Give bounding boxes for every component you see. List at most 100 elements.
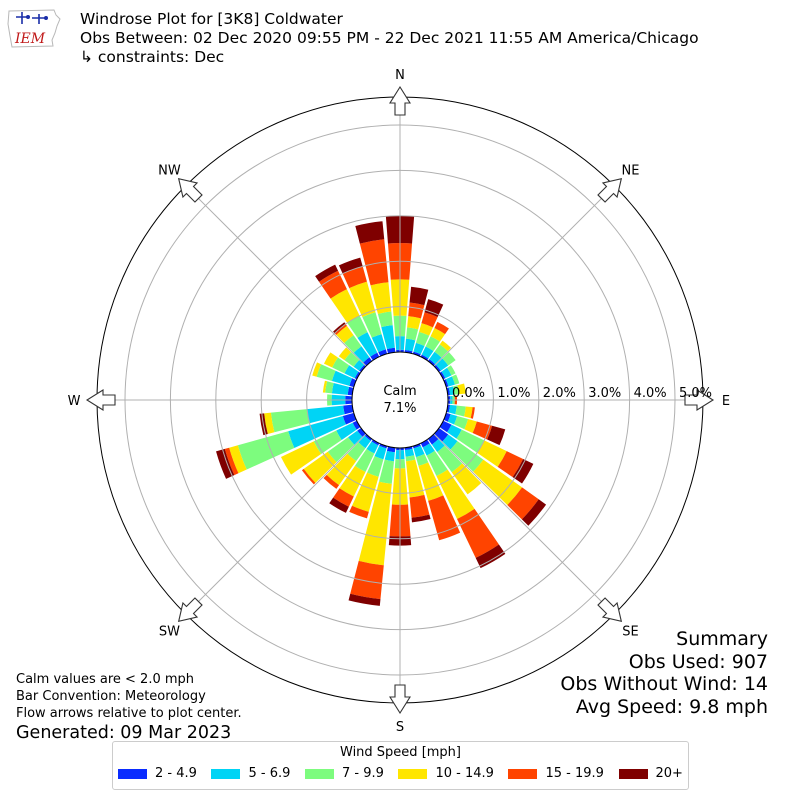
windrose-bar-segment [439, 340, 452, 352]
windrose-bar-segment [371, 334, 386, 353]
windrose-bar-segment [349, 378, 357, 388]
obs-without-wind: Obs Without Wind: 14 [560, 673, 768, 695]
windrose-bar-segment [434, 364, 441, 373]
windrose-bar-segment [353, 346, 370, 363]
legend-swatch [118, 768, 147, 779]
windrose-bar-segment [264, 412, 275, 434]
windrose-bar-segment [229, 445, 247, 474]
windrose-bar-segment [342, 266, 367, 289]
notes-block: Calm values are < 2.0 mph Bar Convention… [16, 671, 242, 744]
direction-label-se: SE [622, 625, 638, 640]
windrose-bar-segment [370, 282, 392, 314]
windrose-bar-segment [336, 422, 357, 440]
direction-arrow-icon [177, 177, 203, 203]
legend-title: Wind Speed [mph] [340, 745, 461, 760]
windrose-bar-segment [379, 459, 394, 484]
windrose-bar-segment [451, 463, 482, 495]
windrose-bar-segment [473, 459, 523, 506]
iem-logo: IEM [6, 6, 62, 50]
windrose-bar-segment [411, 514, 431, 523]
windrose-bar-segment [325, 381, 334, 394]
constraints-line: ↳ constraints: Dec [80, 48, 225, 66]
windrose-bar-segment [342, 412, 357, 425]
windrose-bar-segment [378, 349, 388, 357]
legend-swatch [211, 768, 241, 779]
direction-arrow-icon [177, 597, 203, 623]
windrose-bar-segment [413, 342, 425, 355]
windrose-bar-segment [430, 328, 446, 342]
windrose-bar-segment [323, 474, 340, 489]
calm-label: Calm [383, 384, 416, 399]
windrose-bar-segment [421, 346, 434, 359]
legend-items: 2 - 4.9 5 - 6.9 7 - 9.9 10 - 14.9 15 - 19.9 2… [113, 760, 688, 781]
windrose-bar-segment [366, 441, 379, 454]
windrose-bar-segment [323, 352, 338, 368]
windrose-bar-segment [355, 221, 385, 244]
windrose-bar-segment [350, 560, 384, 600]
radial-tick-label: 0.0% [452, 386, 485, 401]
legend-item: 7 - 9.9 [304, 766, 384, 781]
windrose-bar-segment [407, 316, 421, 330]
windrose-bar-segment [434, 344, 448, 358]
windrose-bar-segment [358, 481, 392, 566]
windrose-bar-segment [455, 405, 466, 417]
direction-label-ne: NE [622, 163, 640, 178]
windrose-bar-segment [371, 439, 380, 446]
windrose-bar-segment [497, 451, 524, 478]
windrose-bar-segment [307, 405, 345, 424]
windrose-bar-segment [344, 365, 359, 379]
windrose-bar-segment [409, 286, 429, 306]
windrose-bar-segment [464, 419, 477, 433]
direction-label-w: W [68, 394, 81, 409]
windrose-bar-segment [280, 441, 322, 475]
calm-note: Calm values are < 2.0 mph [16, 672, 195, 687]
windrose-bar-segment [436, 469, 475, 520]
windrose-bar-segment [347, 442, 366, 462]
windrose-bar-segment [412, 351, 421, 357]
legend-label: 20+ [655, 766, 683, 781]
windrose-bar-segment [352, 472, 379, 512]
windrose-bar-segment [431, 439, 445, 452]
windrose-bar-segment [404, 446, 413, 451]
windrose-bar-segment [334, 324, 347, 335]
direction-arrow-icon [389, 85, 411, 116]
legend-label: 10 - 14.9 [435, 766, 494, 781]
iowa-map-logo: IEM [7, 9, 61, 48]
windrose-bar-segment [333, 488, 354, 507]
windrose-bar-segment [352, 420, 361, 430]
legend-label: 5 - 6.9 [248, 766, 291, 781]
windrose-bar-segment [451, 374, 460, 385]
windrose-bar-segment [512, 458, 534, 484]
windrose-bar-segment [422, 443, 435, 456]
windrose-bar-segment [427, 359, 436, 366]
windrose-bar-segment [443, 379, 449, 388]
direction-arrow-icon [684, 389, 715, 411]
windrose-bar-segment [415, 454, 429, 466]
windrose-bar-segment [357, 332, 378, 357]
windrose-bar-segment [358, 435, 371, 449]
windrose-bar-segment [443, 412, 451, 422]
windrose-bar-segment [315, 264, 339, 282]
windrose-bar-segment [413, 445, 425, 458]
title-block: Windrose Plot for [3K8] Coldwater Obs Be… [80, 10, 699, 67]
summary-title: Summary [676, 628, 768, 650]
windrose-bar-segment [475, 544, 506, 569]
legend-item: 10 - 14.9 [398, 766, 494, 781]
legend-swatch [398, 768, 428, 779]
windrose-bar-segment [384, 450, 395, 462]
windrose-bar-segment [338, 257, 363, 274]
windrose-bar-segment [359, 239, 389, 286]
windrose-bar-segment [288, 415, 346, 448]
grid-spoke [185, 185, 367, 367]
windrose-bar-segment [316, 364, 336, 381]
windrose-bar-segment [427, 434, 439, 445]
avg-speed: Avg Speed: 9.8 mph [575, 695, 768, 718]
windrose-bar-segment [338, 347, 352, 361]
windrose-bar-segment [354, 371, 361, 380]
windrose-bar-segment [442, 352, 456, 366]
windrose-bar-segment [420, 354, 429, 361]
windrose-bar-segment [405, 455, 416, 462]
observation-range: Obs Between: 02 Dec 2020 09:55 PM - 22 D… [80, 29, 699, 47]
calm-circle [351, 351, 449, 449]
windrose-bar-segment [349, 505, 369, 519]
